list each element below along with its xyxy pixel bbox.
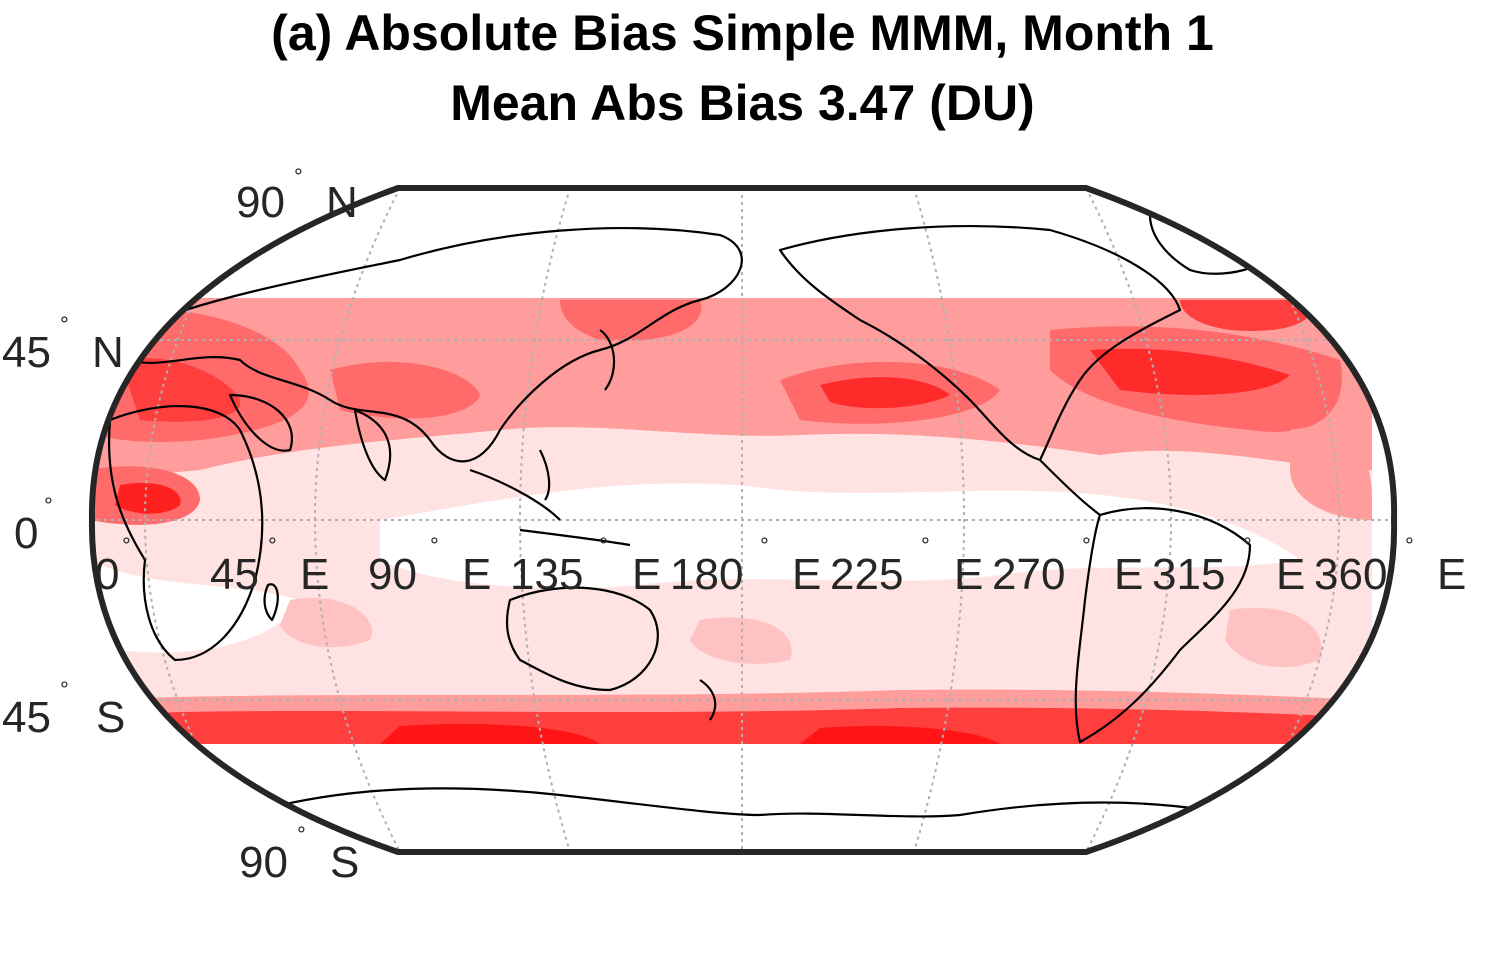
bias-south-patch (1225, 607, 1322, 668)
lon-label-degree: ° (1243, 533, 1252, 558)
bias-south-patch (280, 598, 372, 648)
bias-north-core (1180, 300, 1312, 331)
lat-label-value: 0 (14, 509, 38, 558)
lon-label-value: 315 (1152, 550, 1225, 599)
lon-label-degree: ° (122, 533, 131, 558)
lon-label-value: 270 (992, 550, 1065, 599)
bias-north-core (820, 377, 950, 409)
lat-label-value: 45 (2, 328, 51, 377)
lat-label-value: 90 (236, 178, 285, 227)
lat-label-value: 90 (239, 838, 288, 887)
lon-label-hemisphere: E (1276, 550, 1305, 599)
bias-north-core (120, 358, 241, 422)
latitude-labels: 90 ° N 45 ° N 0 ° 45 ° S 90 ° S (2, 164, 359, 887)
bias-south-core (800, 725, 1000, 744)
map-title-line-2: Mean Abs Bias 3.47 (DU) (450, 75, 1035, 131)
bias-north-core (330, 361, 480, 419)
lon-label-value: 225 (830, 550, 903, 599)
bias-north-core (560, 300, 702, 341)
lat-label-degree: ° (294, 164, 303, 189)
lon-label-degree: ° (268, 533, 277, 558)
lon-label-degree: ° (430, 533, 439, 558)
lon-label-hemisphere: E (632, 550, 661, 599)
bias-atlantic-patch (1290, 427, 1372, 520)
lat-label-degree: ° (60, 677, 69, 702)
lat-label-degree: ° (297, 822, 306, 847)
bias-tropics-gap (91, 560, 300, 653)
lon-label-hemisphere: E (462, 550, 491, 599)
graticule (91, 188, 1395, 852)
lon-label-degree: ° (1405, 533, 1414, 558)
lat-label-hemisphere: S (330, 838, 359, 887)
lon-label-value: 135 (510, 550, 583, 599)
longitude-labels: 0 ° 45 ° E 90 ° E 135 ° E 180 ° E 225 ° … (95, 533, 1466, 599)
bias-south-patch (690, 617, 792, 664)
lon-label-degree: ° (1082, 533, 1091, 558)
lat-label-hemisphere: N (326, 178, 358, 227)
bias-tropics-gap (380, 483, 1300, 589)
lon-label-hemisphere: E (1437, 550, 1466, 599)
map-title-line-1: (a) Absolute Bias Simple MMM, Month 1 (271, 5, 1214, 61)
lon-label-hemisphere: E (954, 550, 983, 599)
map-frame (88, 185, 1398, 855)
lat-label-value: 45 (2, 693, 51, 742)
lat-label-degree: ° (60, 312, 69, 337)
lon-label-value: 180 (670, 550, 743, 599)
lon-label-value: 0 (95, 550, 119, 599)
lon-label-degree: ° (760, 533, 769, 558)
lon-label-degree: ° (599, 533, 608, 558)
lon-label-value: 45 (210, 550, 259, 599)
lat-label-degree: ° (44, 493, 53, 518)
lon-label-hemisphere: E (1114, 550, 1143, 599)
lat-label-hemisphere: S (96, 693, 125, 742)
lon-label-hemisphere: E (792, 550, 821, 599)
lon-label-hemisphere: E (300, 550, 329, 599)
bias-south-core (380, 724, 600, 744)
bias-equator-hotspot (115, 482, 181, 514)
bias-south-core (91, 707, 1372, 744)
lon-label-degree: ° (921, 533, 930, 558)
lon-label-value: 90 (368, 550, 417, 599)
bias-north-core (1090, 348, 1290, 395)
bias-field (91, 298, 1372, 744)
lon-label-value: 360 (1314, 550, 1387, 599)
lat-label-hemisphere: N (92, 328, 124, 377)
